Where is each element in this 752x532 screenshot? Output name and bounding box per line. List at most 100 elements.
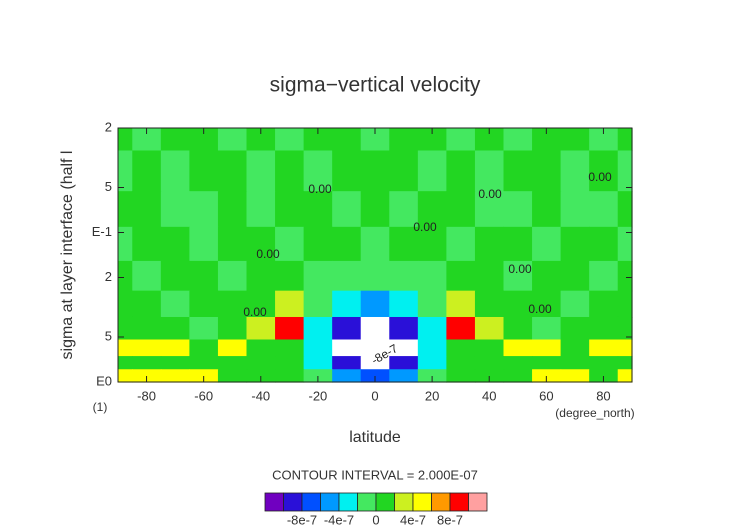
contour-label: 0.00 xyxy=(308,182,332,196)
field-cell xyxy=(332,226,362,262)
field-cell xyxy=(246,290,276,318)
field-cell xyxy=(303,260,333,292)
field-cell xyxy=(160,226,190,262)
field-cell xyxy=(217,191,248,228)
field-cell xyxy=(417,356,447,370)
field-cell xyxy=(189,290,219,318)
field-cell xyxy=(189,128,219,152)
field-cell xyxy=(303,356,333,370)
field-cell xyxy=(389,339,419,357)
field-cell xyxy=(246,226,276,262)
field-cell xyxy=(332,128,362,152)
field-cell xyxy=(275,316,305,341)
field-cell xyxy=(503,226,533,262)
field-cell xyxy=(132,128,162,152)
contour-label: 0.00 xyxy=(243,305,267,319)
field-cell xyxy=(389,356,419,370)
field-cell xyxy=(160,339,190,357)
y-tick-label: E0 xyxy=(96,373,112,388)
field-cell xyxy=(474,316,505,341)
field-cell xyxy=(389,316,419,341)
field-cell xyxy=(417,369,447,383)
field-cell xyxy=(132,150,162,192)
field-cell xyxy=(189,356,219,370)
field-cell xyxy=(474,226,505,262)
field-cell xyxy=(417,260,447,292)
field xyxy=(118,128,633,383)
field-cell xyxy=(417,316,447,341)
field-cell xyxy=(160,260,190,292)
field-cell xyxy=(503,191,533,228)
y-tick-label: 5 xyxy=(105,179,112,194)
field-cell xyxy=(303,369,333,383)
contour-label: 0.00 xyxy=(256,247,280,261)
field-cell xyxy=(503,369,533,383)
field-cell xyxy=(474,369,505,383)
field-cell xyxy=(118,150,133,192)
field-cell xyxy=(246,150,276,192)
field-cell xyxy=(474,150,505,192)
field-cell xyxy=(532,260,562,292)
field-cell xyxy=(360,191,390,228)
contour-interval: CONTOUR INTERVAL = 2.000E-07 xyxy=(272,467,478,482)
field-cell xyxy=(332,191,362,228)
field-cell xyxy=(246,260,276,292)
field-cell xyxy=(275,339,305,357)
field-cell xyxy=(417,226,447,262)
y-tick-label: 2 xyxy=(105,119,112,134)
field-cell xyxy=(275,150,305,192)
field-cell xyxy=(589,191,619,228)
field-cell xyxy=(446,290,476,318)
field-cell xyxy=(160,356,190,370)
field-cell xyxy=(275,191,305,228)
field-cell xyxy=(332,339,362,357)
y-unit: (1) xyxy=(93,400,108,414)
field-cell xyxy=(503,356,533,370)
field-cell xyxy=(589,260,619,292)
field-cell xyxy=(118,226,133,262)
field-cell xyxy=(617,369,633,383)
field-cell xyxy=(332,369,362,383)
field-cell xyxy=(617,316,633,341)
colorbar-label: 8e-7 xyxy=(437,512,463,527)
field-cell xyxy=(532,356,562,370)
x-tick-label: -60 xyxy=(194,388,213,403)
colorbar-box xyxy=(412,492,432,512)
field-cell xyxy=(474,128,505,152)
field-cell xyxy=(532,128,562,152)
field-cell xyxy=(118,369,133,383)
field-cell xyxy=(503,290,533,318)
colorbar-label: -4e-7 xyxy=(324,512,354,527)
field-cell xyxy=(446,356,476,370)
field-cell xyxy=(132,339,162,357)
field-cell xyxy=(118,191,133,228)
field-cell xyxy=(617,226,633,262)
field-cell xyxy=(360,369,390,383)
x-tick-label: 40 xyxy=(482,388,496,403)
field-cell xyxy=(303,150,333,192)
field-cell xyxy=(160,369,190,383)
field-cell xyxy=(217,290,248,318)
field-cell xyxy=(160,128,190,152)
field-cell xyxy=(132,356,162,370)
field-cell xyxy=(589,150,619,192)
contour-label: 0.00 xyxy=(478,187,502,201)
field-cell xyxy=(246,191,276,228)
field-cell xyxy=(160,191,190,228)
field-cell xyxy=(532,290,562,318)
colorbar-box xyxy=(283,492,303,512)
field-cell xyxy=(360,290,390,318)
field-cell xyxy=(360,356,390,370)
field-cell xyxy=(132,191,162,228)
field-cell xyxy=(503,316,533,341)
x-tick-label: -40 xyxy=(251,388,270,403)
field-cell xyxy=(332,290,362,318)
field-cell xyxy=(503,260,533,292)
field-cell xyxy=(446,260,476,292)
field-cell xyxy=(332,260,362,292)
colorbar-box xyxy=(301,492,321,512)
field-cell xyxy=(474,290,505,318)
field-cell xyxy=(532,191,562,228)
y-tick-label: 5 xyxy=(105,328,112,343)
field-cell xyxy=(189,226,219,262)
